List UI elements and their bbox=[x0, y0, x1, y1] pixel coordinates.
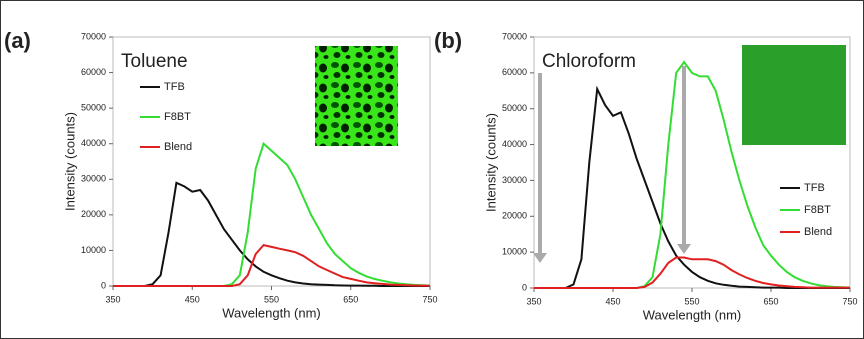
y-tick-label: 50000 bbox=[502, 103, 527, 113]
y-tick-label: 40000 bbox=[502, 139, 527, 149]
plots: 0 10000 20000 30000 40000 50000 60000 70000 350 4… bbox=[4, 28, 858, 323]
x-tick-label: 350 bbox=[105, 294, 120, 304]
panel-label: (b) bbox=[434, 28, 462, 53]
figure: 0 10000 20000 30000 40000 50000 60000 70000 350 4… bbox=[0, 0, 864, 339]
y-tick-label: 60000 bbox=[81, 67, 106, 77]
y-axis-label: Intensity (counts) bbox=[483, 113, 498, 212]
y-axis-label: Intensity (counts) bbox=[62, 112, 77, 211]
y-tick-label: 60000 bbox=[502, 67, 527, 77]
chart-title: Chloroform bbox=[542, 51, 636, 72]
legend-label: F8BT bbox=[164, 111, 191, 123]
y-tick-label: 30000 bbox=[502, 175, 527, 185]
series-line bbox=[113, 183, 430, 286]
arrow-head bbox=[533, 253, 547, 263]
legend-label: Blend bbox=[164, 141, 192, 153]
x-tick-label: 750 bbox=[842, 296, 857, 306]
panel-label: (a) bbox=[4, 28, 31, 53]
x-tick-label: 650 bbox=[343, 294, 358, 304]
legend-label: Blend bbox=[804, 226, 832, 238]
y-tick-label: 70000 bbox=[502, 31, 527, 41]
x-tick-label: 750 bbox=[422, 294, 437, 304]
y-tick-label: 10000 bbox=[502, 247, 527, 257]
x-tick-label: 650 bbox=[763, 296, 778, 306]
y-tick-label: 0 bbox=[522, 282, 527, 292]
x-tick-label: 550 bbox=[684, 296, 699, 306]
y-tick-label: 20000 bbox=[81, 209, 106, 219]
series-line bbox=[113, 144, 430, 286]
y-tick-label: 10000 bbox=[81, 245, 106, 255]
y-tick-label: 0 bbox=[101, 280, 106, 290]
x-tick-label: 350 bbox=[526, 296, 541, 306]
x-axis-label: Wavelength (nm) bbox=[643, 307, 742, 322]
inset-image bbox=[315, 46, 398, 146]
y-tick-label: 20000 bbox=[502, 211, 527, 221]
legend-label: TFB bbox=[164, 81, 185, 93]
inset-image bbox=[742, 45, 846, 145]
legend-label: TFB bbox=[804, 182, 825, 194]
x-axis-label: Wavelength (nm) bbox=[222, 305, 321, 320]
chart-title: Toluene bbox=[121, 51, 188, 72]
x-tick-label: 450 bbox=[185, 294, 200, 304]
y-tick-label: 40000 bbox=[81, 138, 106, 148]
x-tick-label: 550 bbox=[264, 294, 279, 304]
y-tick-label: 70000 bbox=[81, 31, 106, 41]
y-tick-label: 50000 bbox=[81, 103, 106, 113]
y-tick-label: 30000 bbox=[81, 174, 106, 184]
arrow-head bbox=[677, 244, 691, 254]
legend-label: F8BT bbox=[804, 204, 831, 216]
x-tick-label: 450 bbox=[605, 296, 620, 306]
